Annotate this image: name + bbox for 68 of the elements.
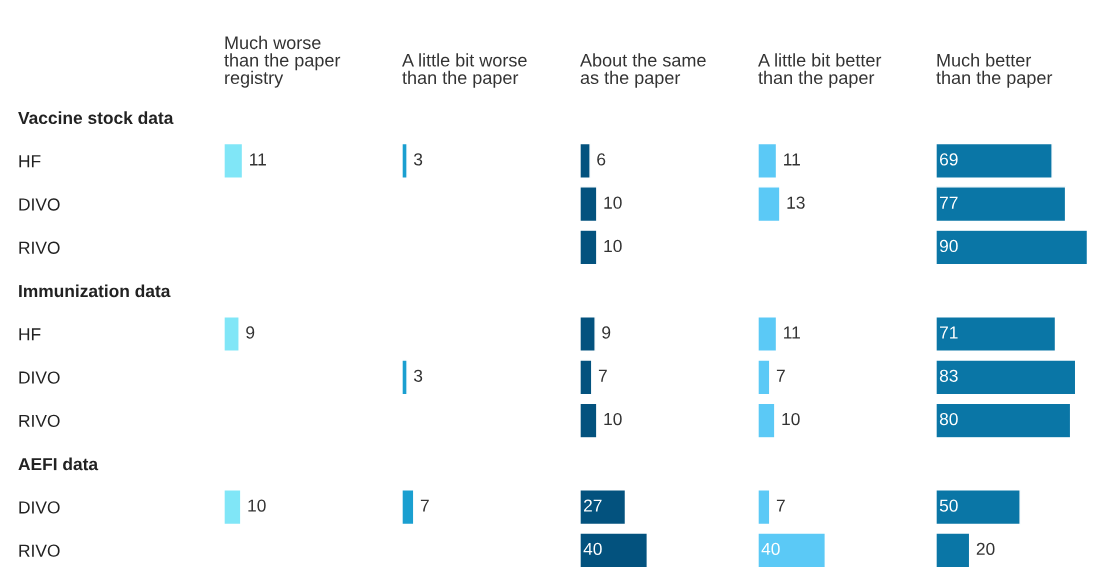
chart-title: A little bit better than the paper: [758, 53, 882, 88]
text: Much worse than the paper registry: [224, 35, 341, 88]
data-label: 80: [939, 412, 958, 426]
data-label: 50: [939, 499, 958, 512]
y-tick-label: DIVO: [19, 501, 60, 514]
data-label: 10: [604, 412, 622, 426]
bar: [936, 142, 1053, 179]
bar: [580, 229, 598, 266]
bar: [936, 315, 1057, 353]
bar: [580, 489, 627, 526]
chart-title: About the same as the paper: [580, 53, 706, 88]
data-label: 3: [413, 369, 423, 382]
bar: [580, 359, 593, 396]
data-label: 20: [976, 542, 995, 556]
data-label: 27: [583, 499, 602, 512]
bar: [936, 402, 1072, 439]
chart-title: Much better than the paper: [936, 53, 1053, 88]
data-label: 3: [413, 153, 423, 166]
data-label: 6: [597, 153, 606, 166]
y-tick-label: Vaccine stock data: [18, 111, 174, 125]
data-label: 13: [787, 196, 805, 209]
data-label: 90: [939, 239, 958, 253]
data-label: 7: [420, 499, 429, 512]
data-label: 10: [604, 239, 622, 253]
data-label: 77: [940, 196, 958, 209]
data-label: 11: [250, 153, 266, 166]
bar: [758, 489, 771, 526]
data-label: 7: [776, 369, 785, 382]
data-label: 7: [776, 499, 785, 512]
bar: [936, 186, 1067, 223]
y-tick-label: DIVO: [19, 371, 60, 384]
y-tick-label: Immunization data: [19, 284, 171, 298]
data-label: 7: [598, 369, 607, 382]
y-tick-label: RIVO: [19, 544, 60, 557]
data-label: 11: [784, 153, 800, 166]
bar: [758, 359, 771, 396]
data-label: 10: [604, 196, 622, 209]
data-label: 10: [782, 412, 800, 426]
y-tick-label: HF: [19, 155, 41, 168]
y-tick-label: AEFI data: [18, 457, 99, 471]
bar: [580, 532, 649, 569]
text: A little bit worse than the paper: [402, 53, 527, 88]
bar: [758, 186, 781, 223]
data-label: 10: [248, 499, 266, 512]
bar: [936, 359, 1077, 396]
data-label: 40: [583, 542, 602, 556]
y-tick-label: RIVO: [19, 241, 60, 254]
bar: [580, 402, 598, 439]
bar: [936, 489, 1021, 526]
bar: [758, 315, 778, 353]
bar: [758, 142, 778, 179]
bar: [758, 402, 776, 439]
data-label: 9: [246, 326, 255, 339]
y-tick-label: DIVO: [19, 198, 60, 211]
bar: [758, 532, 827, 569]
y-tick-label: HF: [19, 328, 41, 341]
data-label: 69: [940, 153, 958, 166]
data-label: 11: [784, 326, 800, 339]
data-label: 40: [761, 542, 780, 556]
bar: [580, 142, 591, 179]
bar: [580, 315, 596, 353]
y-tick-label: RIVO: [19, 414, 60, 428]
bar: [936, 229, 1089, 266]
data-label: 9: [602, 326, 611, 339]
data-label: 83: [939, 369, 958, 382]
data-label: 71: [940, 326, 958, 339]
bar: [580, 186, 598, 223]
bar: [936, 532, 971, 569]
